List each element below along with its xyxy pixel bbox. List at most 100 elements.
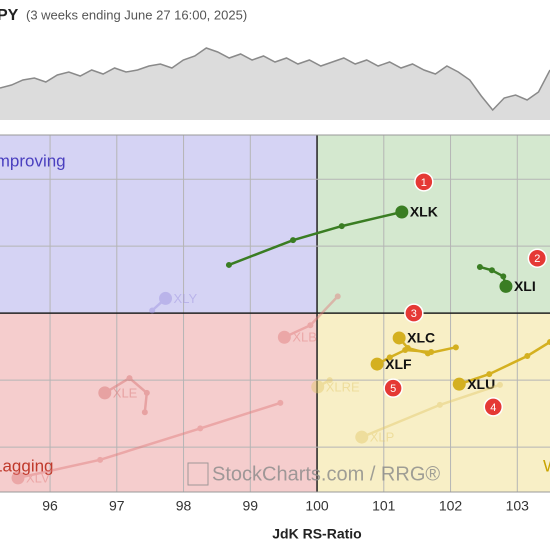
head-point [370,357,384,371]
x-tick-label: 97 [109,498,125,514]
quadrant [0,135,318,314]
tail-point [143,389,150,396]
head-point [392,331,406,345]
head-point [355,430,369,444]
tail-point [326,377,333,384]
tail-point [338,223,345,230]
series-label: XLI [514,278,536,294]
series: XLE [98,375,150,416]
quadrant-label: Lagging [0,456,54,475]
x-tick-label: 99 [243,498,259,514]
series-label: XLV [26,470,50,485]
price-area [0,48,550,120]
x-tick-label: 101 [372,498,396,514]
tail-point [225,261,232,268]
tail [317,379,331,388]
tail-point [277,399,284,406]
x-tick-label: 96 [42,498,58,514]
tail-point [141,409,148,416]
tail-point [334,293,341,300]
series: XLY [149,291,197,314]
watermark: StockCharts.com / RRG® [212,463,440,485]
x-tick-label: 102 [439,498,463,514]
tail-point [486,371,493,378]
tail [361,383,501,439]
head-point [499,279,513,293]
tail-point [428,349,435,356]
head-point [311,380,325,394]
series-label: XLP [370,430,395,445]
tail-point [126,375,133,382]
x-axis-label: JdK RS-Ratio [272,526,361,542]
tail [104,376,149,413]
tail [376,348,432,366]
annotation-label: 5 [390,383,396,395]
series: XLI [476,263,536,294]
tail [283,295,339,339]
series: XLB [277,293,341,345]
annotation-label: 3 [411,308,417,320]
tail-point [197,425,204,432]
quadrant [317,313,550,492]
annotation-marker [483,397,504,417]
annotation-marker [404,303,424,323]
annotation-label: 1 [421,177,427,189]
quadrant [0,313,318,492]
chart-subtitle: (3 weeks ending June 27 16:00, 2025) [26,7,247,22]
x-tick-label: 103 [506,498,530,514]
price-line [0,47,550,112]
series: XLK [225,204,438,268]
tail-point [436,401,443,408]
series-label: XLU [467,376,495,392]
x-tick-label: 98 [176,498,192,514]
series-label: XLF [385,356,412,372]
series: XLU [452,338,550,392]
tail-point [149,307,156,314]
series: XLV [11,399,284,485]
tail [458,340,550,386]
quadrant-label: Weakening [543,456,550,475]
annotation-label: 4 [490,402,496,414]
series-label: XLE [113,385,138,400]
tail-point [290,237,297,244]
tail-point [386,354,393,361]
tail-point [476,263,483,270]
series-label: XLB [292,330,317,345]
tail-point [496,381,503,388]
head-point [11,471,25,485]
quadrant-label: Improving [0,151,66,170]
head-point [452,377,466,391]
tail-point [524,353,531,360]
tail-point [547,338,550,345]
tail-point [500,273,507,280]
series: XLF [370,347,435,372]
tail-point [402,347,409,354]
series: XLC [392,330,459,357]
tail-point [97,456,104,463]
head-point [395,205,409,219]
x-tick-label: 100 [305,498,329,514]
tail-point [307,322,314,329]
annotation-marker [527,248,548,268]
series-label: XLRE [326,379,360,394]
watermark-icon [187,462,209,486]
tail-point [488,267,495,274]
chart-title: PY [0,7,19,24]
head-point [98,386,112,400]
tail [228,210,403,267]
annotation-marker [383,378,403,398]
head-point [159,291,173,305]
tail-point [452,344,459,351]
series: XLP [355,381,503,445]
series: XLRE [311,377,360,394]
tail [17,401,281,480]
series-label: XLK [410,204,438,220]
annotation-marker [414,172,434,192]
head-point [277,330,291,344]
annotation-label: 2 [534,253,540,265]
series-label: XLY [174,291,198,306]
tail [151,297,167,312]
series-label: XLC [407,330,435,346]
